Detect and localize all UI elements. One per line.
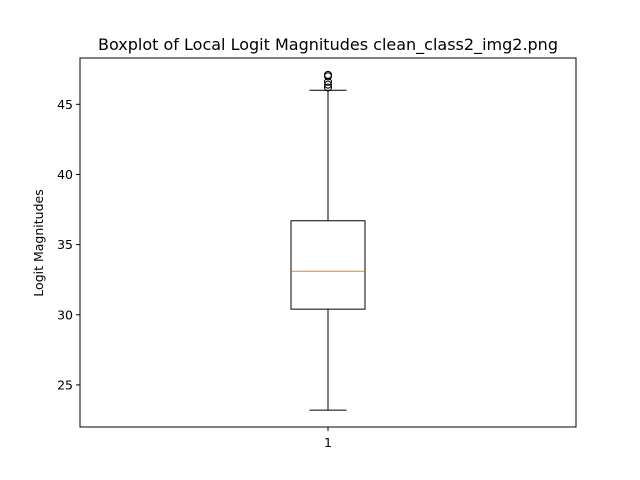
x-tick-label: 1 <box>324 435 332 450</box>
y-tick-label: 35 <box>57 237 73 252</box>
outlier-point <box>324 83 332 92</box>
iqr-box <box>290 220 366 310</box>
y-tick-label: 25 <box>57 377 73 392</box>
outlier-point <box>324 70 332 79</box>
chart-title: Boxplot of Local Logit Magnitudes clean_… <box>98 35 558 55</box>
y-tick-label: 40 <box>57 167 73 182</box>
outlier-point <box>324 80 332 89</box>
plot-area: 25 30 35 40 45 1 <box>57 57 577 450</box>
y-tick-label: 30 <box>57 307 73 322</box>
y-tick-label: 45 <box>57 97 73 112</box>
y-axis-label: Logit Magnitudes <box>31 189 46 296</box>
